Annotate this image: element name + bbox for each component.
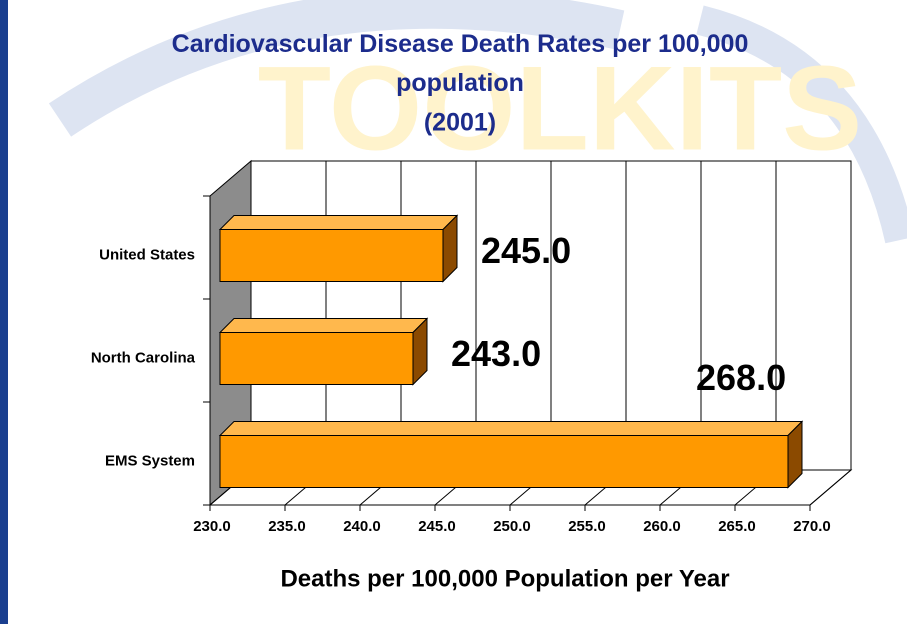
y-tick-label: EMS System	[105, 452, 195, 469]
bar	[219, 332, 414, 385]
bar-top	[218, 421, 804, 436]
y-tick-label: North Carolina	[91, 349, 196, 366]
x-tick-label: 255.0	[568, 518, 606, 535]
x-tick-label: 270.0	[793, 518, 831, 535]
bar-top	[218, 318, 429, 333]
x-tick-label: 250.0	[493, 518, 531, 535]
x-tick-label: 240.0	[343, 518, 381, 535]
chart-subtitle: (2001)	[424, 109, 496, 137]
x-tick-label: 260.0	[643, 518, 681, 535]
chart-title: Cardiovascular Disease Death Rates per 1…	[172, 30, 749, 97]
floor-line	[809, 469, 852, 506]
plot: 230.0 235.0 240.0 245.0 250.0 255.0 260.0 265.0…	[91, 159, 853, 535]
x-tick-label: 265.0	[718, 518, 756, 535]
x-tick-label: 230.0	[193, 518, 231, 535]
x-axis-label: Deaths per 100,000 Population per Year	[280, 565, 729, 592]
data-label: 243.0	[451, 333, 541, 374]
bar-top	[218, 215, 459, 230]
y-tick-label: United States	[99, 246, 195, 263]
decor-arc	[48, 0, 625, 137]
bar	[219, 435, 789, 488]
x-tick-label: 235.0	[268, 518, 306, 535]
x-tick-label: 245.0	[418, 518, 456, 535]
bar	[219, 229, 444, 282]
data-label: 245.0	[481, 230, 571, 271]
watermark: TOOLKITS	[258, 42, 862, 176]
left-strip	[0, 0, 8, 624]
data-label: 268.0	[696, 357, 786, 398]
decor-arc	[696, 5, 907, 244]
